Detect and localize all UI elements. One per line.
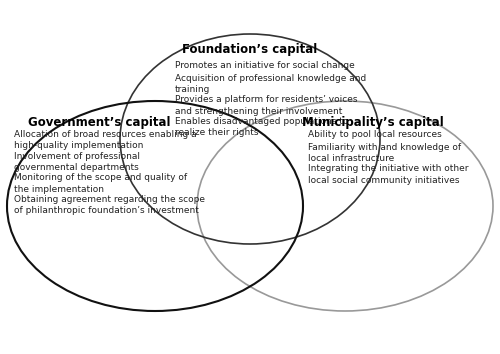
- Text: Foundation’s capital: Foundation’s capital: [182, 43, 318, 56]
- Text: Monitoring of the scope and quality of
the implementation: Monitoring of the scope and quality of t…: [14, 173, 187, 194]
- Text: Involvement of professional
governmental departments: Involvement of professional governmental…: [14, 152, 140, 172]
- Text: Obtaining agreement regarding the scope
of philanthropic foundation’s investment: Obtaining agreement regarding the scope …: [14, 195, 205, 215]
- Text: Allocation of broad resources enabling a
high-quality implementation: Allocation of broad resources enabling a…: [14, 130, 196, 150]
- Text: Government’s capital: Government’s capital: [28, 116, 171, 129]
- Text: Familiarity with and knowledge of
local infrastructure: Familiarity with and knowledge of local …: [308, 143, 461, 163]
- Text: Enables disadvantaged populations to
realize their rights: Enables disadvantaged populations to rea…: [175, 117, 348, 137]
- Text: Municipality’s capital: Municipality’s capital: [302, 116, 444, 129]
- Text: Acquisition of professional knowledge and
training: Acquisition of professional knowledge an…: [175, 74, 366, 94]
- Text: Promotes an initiative for social change: Promotes an initiative for social change: [175, 61, 355, 70]
- Text: Ability to pool local resources: Ability to pool local resources: [308, 130, 442, 139]
- Text: Integrating the initiative with other
local social community initiatives: Integrating the initiative with other lo…: [308, 164, 468, 185]
- Text: Provides a platform for residents’ voices
and strengthening their involvement: Provides a platform for residents’ voice…: [175, 95, 358, 116]
